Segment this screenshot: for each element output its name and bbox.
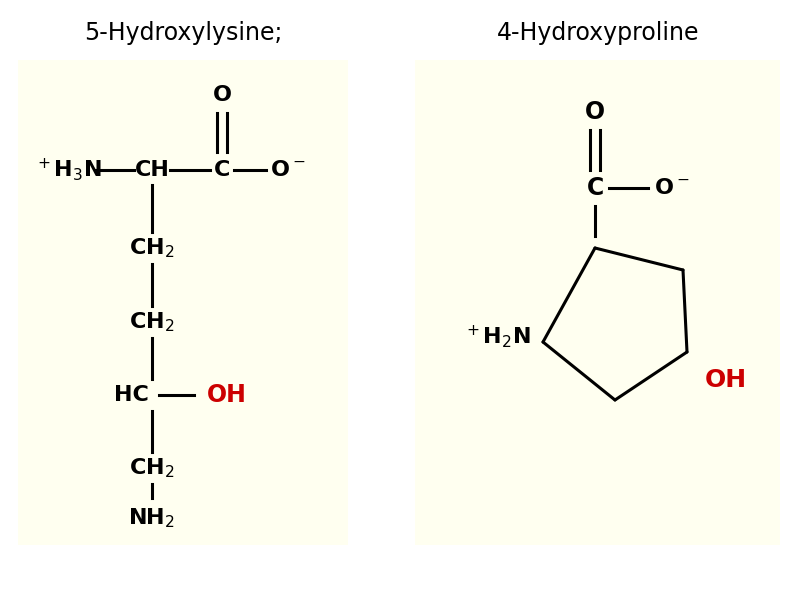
Text: O$^-$: O$^-$	[270, 160, 306, 180]
Text: HC: HC	[114, 385, 149, 405]
Text: CH$_2$: CH$_2$	[130, 236, 174, 260]
Text: O: O	[585, 100, 605, 124]
Text: CH: CH	[134, 160, 170, 180]
Text: 5-Hydroxylysine;: 5-Hydroxylysine;	[84, 21, 282, 45]
Text: O$^-$: O$^-$	[654, 178, 690, 198]
FancyBboxPatch shape	[18, 60, 348, 545]
Text: NH$_2$: NH$_2$	[129, 506, 175, 530]
Text: 4-Hydroxyproline: 4-Hydroxyproline	[497, 21, 699, 45]
Text: OH: OH	[705, 368, 747, 392]
Text: C: C	[214, 160, 230, 180]
Text: $^+$H$_2$N: $^+$H$_2$N	[463, 323, 531, 350]
Text: CH$_2$: CH$_2$	[130, 310, 174, 334]
Text: O: O	[213, 85, 231, 105]
Text: C: C	[586, 176, 604, 200]
Text: $^+$H$_3$N: $^+$H$_3$N	[34, 157, 102, 184]
Text: OH: OH	[207, 383, 247, 407]
Text: CH$_2$: CH$_2$	[130, 456, 174, 480]
FancyBboxPatch shape	[415, 60, 780, 545]
